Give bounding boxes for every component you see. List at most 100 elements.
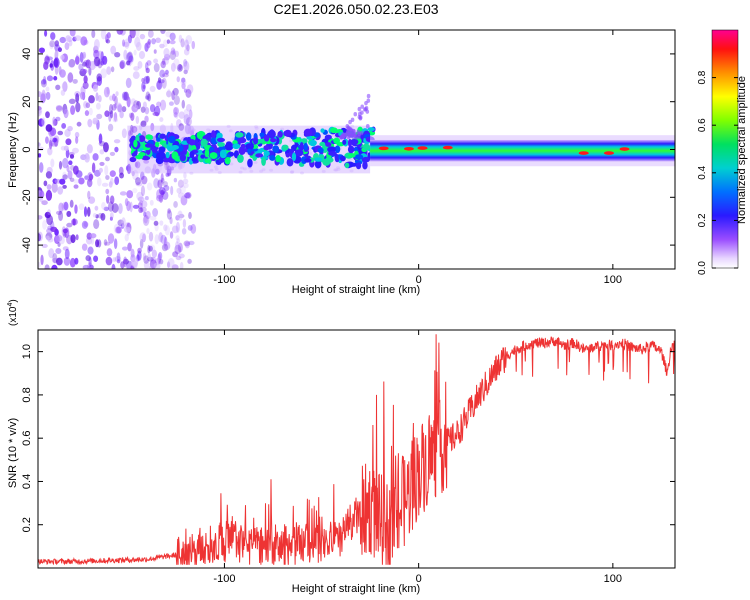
noise-speckle [48,139,53,150]
noise-speckle [166,90,172,98]
band-core [370,139,675,162]
noise-speckle [289,170,294,174]
noise-speckle [190,223,197,234]
band-blob [349,132,354,137]
noise-speckle [130,112,135,121]
noise-speckle [145,91,151,101]
noise-speckle [61,123,67,129]
noise-speckle [83,75,88,84]
noise-speckle [143,215,148,224]
noise-speckle [184,39,189,50]
band-blob [252,137,259,145]
noise-speckle [238,170,243,174]
noise-speckle [141,77,145,83]
noise-speckle [143,159,150,164]
noise-speckle [101,202,106,210]
noise-speckle [88,107,93,116]
noise-speckle [172,251,179,258]
noise-speckle [87,262,93,269]
band-blob [204,158,211,164]
noise-speckle [109,195,115,205]
noise-speckle [59,69,66,78]
noise-speckle [167,88,171,97]
noise-speckle [73,179,80,184]
snr-xtick-label: 0 [416,573,422,585]
noise-speckle [171,264,179,269]
noise-speckle [183,113,190,125]
noise-speckle [99,149,105,155]
band-blob [347,145,355,154]
spectrogram-plot-area [38,30,675,269]
snr-ticks: -100 0 100 0.2 0.4 0.6 0.8 1.0 [21,330,675,585]
noise-speckle [159,190,165,196]
noise-speckle [53,76,58,81]
noise-speckle [156,101,162,108]
noise-speckle [122,41,130,48]
band-blob [237,154,244,163]
noise-speckle [90,233,97,239]
noise-speckle [121,246,128,251]
snr-ytick-label: 0.6 [21,431,33,446]
band-blob [322,158,331,166]
noise-speckle [92,117,99,125]
noise-speckle [126,163,132,175]
noise-speckle [51,137,58,143]
noise-speckle [188,240,195,246]
noise-speckle [183,88,188,93]
noise-speckle [62,171,67,181]
noise-speckle [49,40,56,48]
noise-speckle [134,104,139,110]
noise-speckle [231,155,236,159]
noise-speckle [135,115,140,125]
noise-speckle [57,47,62,53]
band-blob [366,93,371,99]
noise-speckle [86,178,93,188]
noise-speckle [156,194,163,202]
noise-speckle [183,48,190,56]
noise-speckle [59,178,66,185]
noise-speckle [74,257,79,265]
noise-speckle [226,124,231,128]
noise-speckle [170,122,174,134]
noise-speckle [110,110,114,119]
band-blob [216,137,226,143]
noise-speckle [171,90,175,101]
noise-speckle [162,181,168,187]
spectrogram-ytick-label: 40 [21,48,33,60]
band-blob [141,155,150,161]
noise-speckle [146,41,151,49]
noise-speckle [146,182,153,191]
noise-speckle [47,147,53,156]
noise-speckle [160,60,166,69]
band-blob [348,119,352,125]
band-hotspot [619,147,630,151]
noise-speckle [140,171,145,181]
noise-speckle [126,227,131,236]
noise-speckle [156,189,163,200]
noise-speckle [126,200,131,212]
noise-speckle [88,173,94,181]
noise-speckle [111,203,119,213]
noise-speckle [67,72,74,83]
noise-speckle [158,194,164,203]
noise-speckle [144,115,149,123]
noise-speckle [46,75,54,82]
noise-speckle [133,49,137,56]
noise-speckle [41,117,46,127]
noise-speckle [164,69,169,75]
noise-speckle [160,177,165,184]
band-blob [171,145,179,150]
noise-speckle [172,87,179,96]
band-blob [168,135,176,144]
noise-speckle [125,77,132,89]
noise-speckle [119,191,127,196]
band-hotspot [578,151,589,155]
noise-speckle [70,234,76,244]
noise-speckle [259,169,264,173]
noise-speckle [242,167,247,171]
noise-speckle [62,174,68,180]
noise-speckle [185,35,193,45]
noise-speckle [167,208,171,214]
noise-speckle [86,206,91,217]
noise-speckle [150,257,157,264]
